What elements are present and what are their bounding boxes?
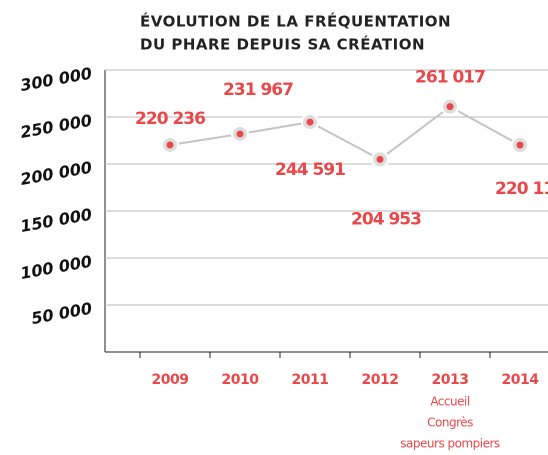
- x-tick-label: 2014: [502, 372, 540, 388]
- chart-title: DU PHARE DEPUIS SA CRÉATION: [140, 35, 425, 54]
- y-tick-label: 250 000: [19, 111, 94, 142]
- value-label: 261 017: [415, 68, 485, 88]
- annotation: Accueil: [430, 395, 470, 409]
- point: [166, 141, 174, 149]
- value-label: 231 967: [223, 80, 293, 100]
- point: [376, 155, 384, 163]
- y-tick-label: 200 000: [19, 158, 94, 189]
- y-tick-label: 300 000: [19, 64, 94, 95]
- x-tick-label: 2009: [152, 372, 189, 388]
- value-label: 244 591: [275, 160, 345, 180]
- annotation: Congrès: [427, 416, 473, 430]
- y-tick-label: 100 000: [19, 252, 94, 283]
- y-tick-label: 150 000: [19, 205, 94, 236]
- x-tick-label: 2013: [432, 372, 469, 388]
- x-tick-label: 2011: [292, 372, 329, 388]
- value-label: 220 113: [495, 179, 548, 199]
- annotation: sapeurs pompiers: [400, 437, 500, 451]
- value-label: 204 953: [351, 209, 421, 229]
- line: [169, 105, 521, 161]
- point: [516, 141, 524, 149]
- value-label: 220 236: [135, 109, 205, 129]
- chart-title: ÉVOLUTION DE LA FRÉQUENTATION: [140, 12, 451, 31]
- point: [306, 118, 314, 126]
- point: [446, 103, 454, 111]
- x-tick-label: 2010: [222, 372, 260, 388]
- x-tick-label: 2012: [362, 372, 399, 388]
- point: [236, 130, 244, 138]
- y-tick-label: 50 000: [30, 299, 94, 328]
